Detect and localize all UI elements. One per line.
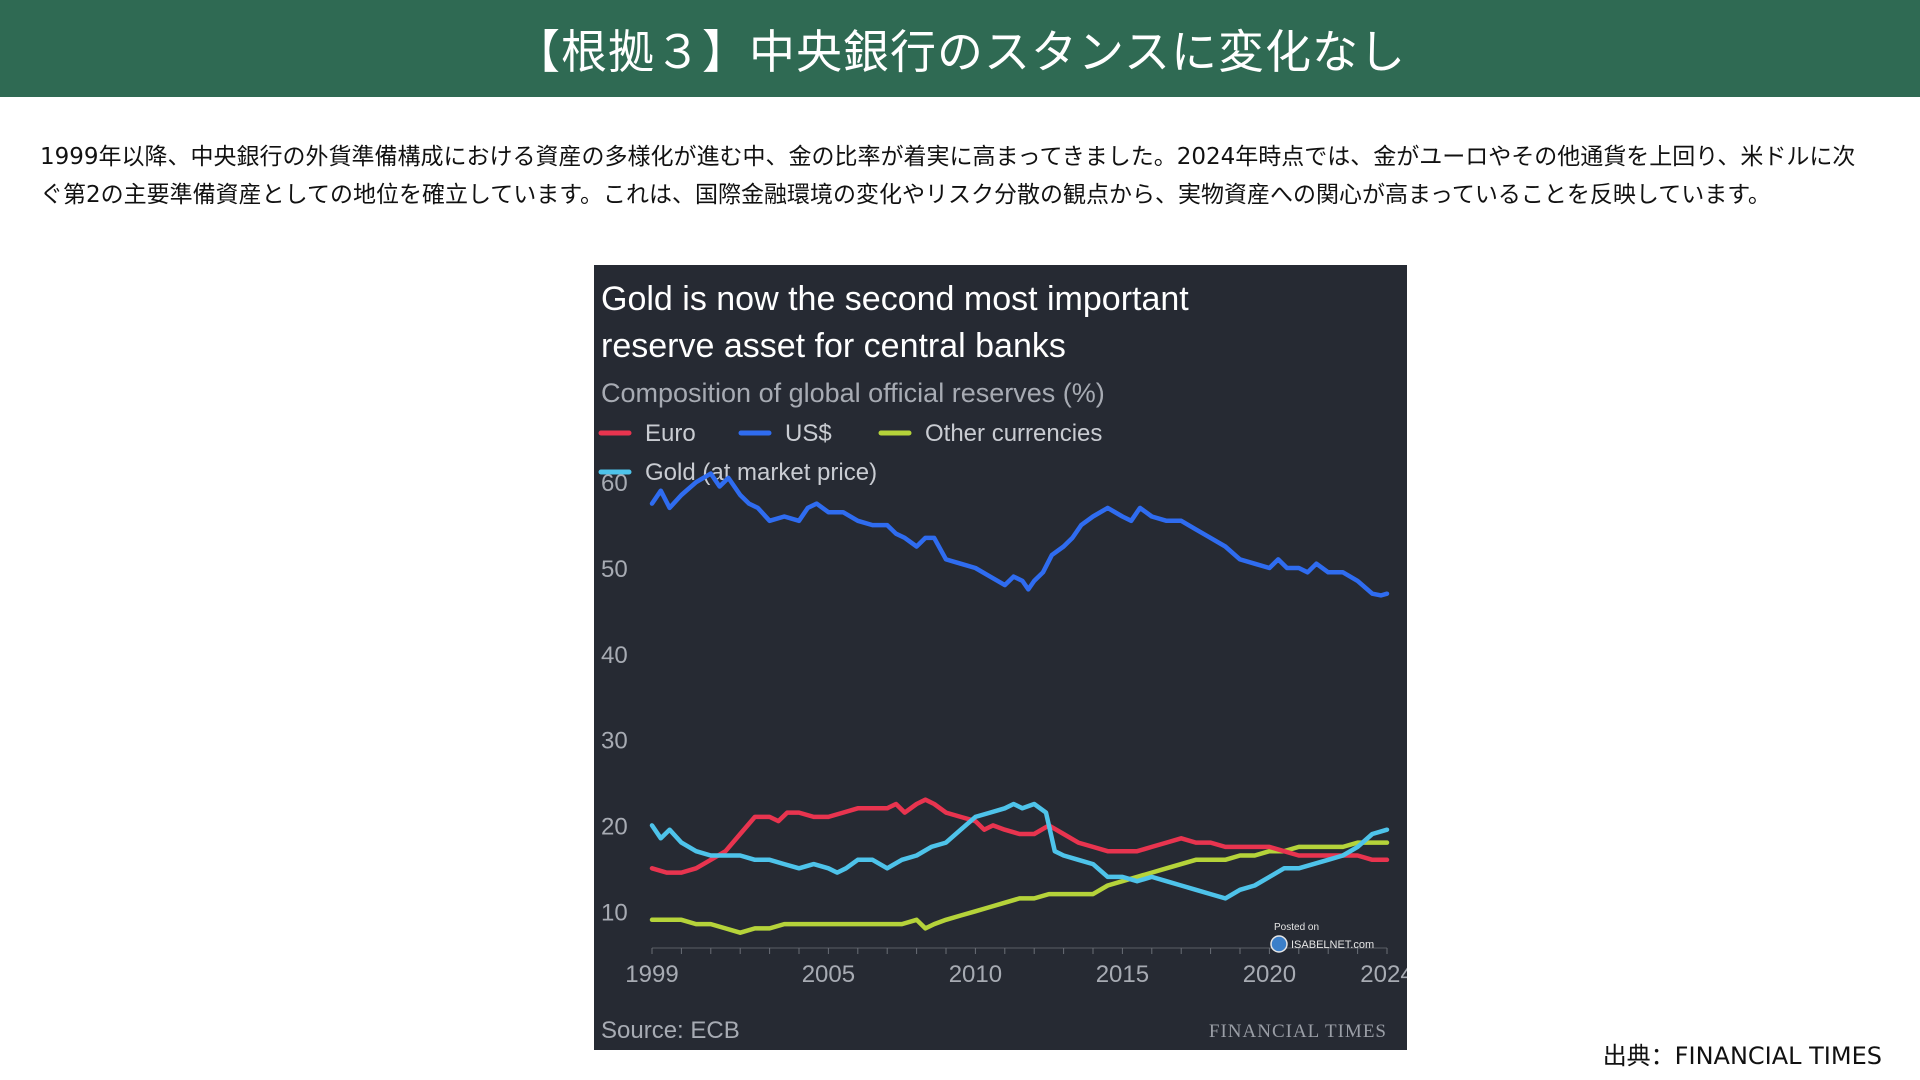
- y-tick-label: 60: [601, 470, 628, 497]
- source-credit: 出典：FINANCIAL TIMES: [1602, 1042, 1882, 1070]
- globe-icon: [1270, 935, 1288, 953]
- description-paragraph: 1999年以降、中央銀行の外貨準備構成における資産の多様化が進む中、金の比率が着…: [40, 144, 1856, 208]
- series-line-euro: [649, 797, 1390, 875]
- y-tick-label: 30: [601, 728, 628, 755]
- isabelnet-watermark: Posted on ISABELNET.com: [1270, 922, 1374, 953]
- chart-panel: Gold is now the second most important re…: [594, 265, 1407, 1050]
- chart-title-line-2: reserve asset for central banks: [601, 327, 1066, 365]
- x-tick-label: 2020: [1243, 961, 1296, 988]
- chart-legend: Euro US$ Other currencies Gold (at market p…: [598, 420, 1102, 486]
- legend-label-euro: Euro: [645, 420, 696, 447]
- chart-title: Gold is now the second most important re…: [601, 280, 1198, 365]
- series-line-other-currencies: [649, 840, 1390, 935]
- legend-label-us: US$: [785, 420, 832, 447]
- chart-series: [649, 471, 1390, 935]
- reserves-line-chart: Gold is now the second most important re…: [598, 280, 1407, 1044]
- legend-label-other-currencies: Other currencies: [925, 420, 1102, 447]
- chart-source: Source: ECB: [601, 1017, 740, 1044]
- y-tick-label: 10: [601, 899, 628, 926]
- x-tick-label: 2015: [1096, 961, 1149, 988]
- x-tick-label: 2005: [802, 961, 855, 988]
- y-tick-label: 20: [601, 813, 628, 840]
- financial-times-logo: FINANCIAL TIMES: [1209, 1021, 1387, 1042]
- watermark-site: ISABELNET.com: [1291, 939, 1374, 951]
- series-line-us: [649, 471, 1390, 598]
- watermark-posted-on: Posted on: [1274, 922, 1319, 933]
- chart-title-line-1: Gold is now the second most important: [601, 280, 1189, 318]
- legend-label-gold-at-market-price: Gold (at market price): [645, 459, 877, 486]
- page-title: 【根拠３】中央銀行のスタンスに変化なし: [513, 24, 1407, 79]
- chart-axes: 10 20 30 40 50 60 1999 2005 2010 2015 2020 2024: [601, 470, 1407, 988]
- series-line-gold-at-market-price: [649, 801, 1390, 901]
- page-header: 【根拠３】中央銀行のスタンスに変化なし: [0, 0, 1920, 97]
- x-tick-label: 2024: [1360, 961, 1407, 988]
- y-tick-label: 50: [601, 556, 628, 583]
- x-tick-label: 2010: [949, 961, 1002, 988]
- chart-subtitle: Composition of global official reserves …: [601, 378, 1105, 408]
- x-tick-label: 1999: [625, 961, 678, 988]
- y-tick-label: 40: [601, 642, 628, 669]
